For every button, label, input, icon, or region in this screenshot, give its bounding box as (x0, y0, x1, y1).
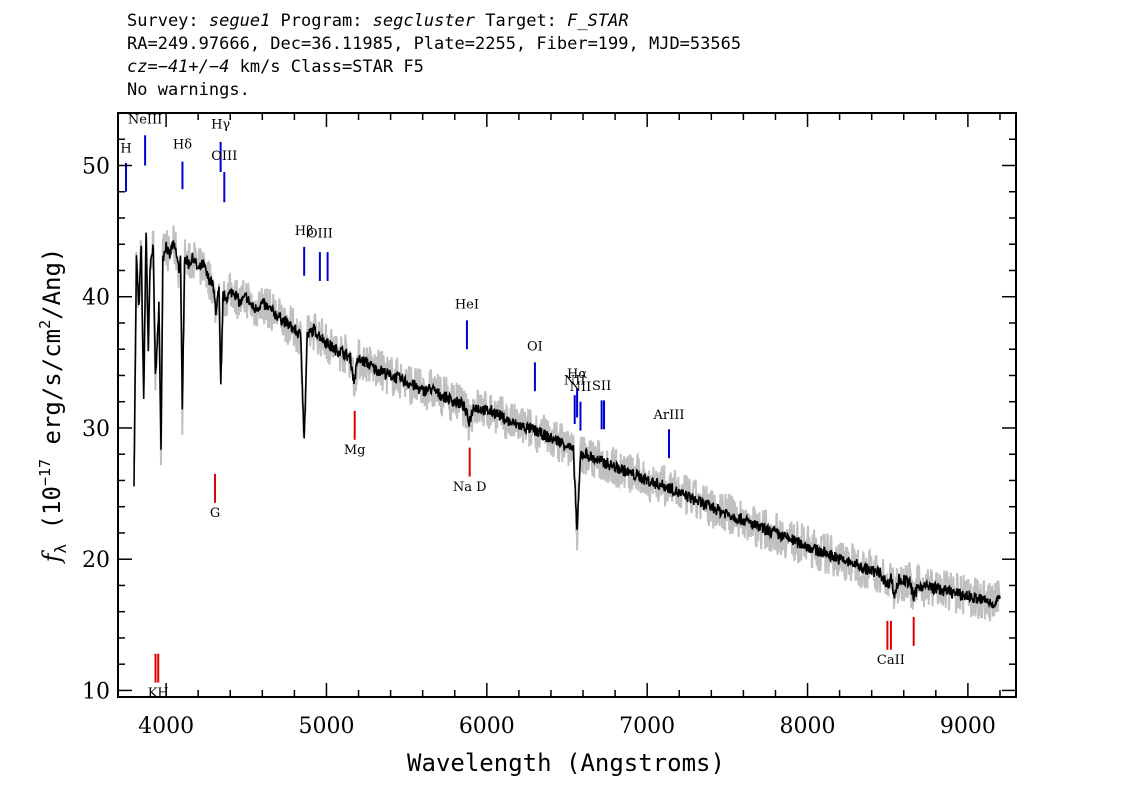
program-value: segcluster (372, 11, 476, 31)
spectrum-header: Survey: segue1 Program: segcluster Targe… (127, 10, 1027, 102)
y-axis-title-pre: (10 (38, 486, 66, 544)
y-axis-title-mid: erg/s/cm (38, 329, 66, 459)
y-axis-title-exp2: 2 (36, 320, 54, 329)
spectral-line-label: ArIII (652, 408, 684, 423)
spectral-line-label: Na D (453, 480, 487, 495)
spectral-line-label: OIII (211, 149, 237, 164)
x-tick-label: 4000 (138, 714, 194, 739)
error-band-group (133, 225, 1001, 622)
x-tick-label: 6000 (459, 714, 515, 739)
x-tick-label: 5000 (298, 714, 354, 739)
survey-label: Survey: (127, 11, 209, 31)
spectral-line-label: NII (564, 374, 586, 389)
target-value: F_STAR (567, 11, 629, 31)
spectral-line-label: SII (592, 379, 611, 394)
spectral-line-label: Hβ (295, 224, 314, 239)
program-label: Program: (270, 11, 373, 31)
error-band (133, 225, 1001, 622)
spectral-line-label: Mg (344, 443, 366, 458)
spectral-line-label: Hα (567, 367, 587, 382)
spectral-line-label: CaII (877, 653, 905, 668)
plot-frame-group (117, 112, 1017, 698)
class-value: km/s Class=STAR F5 (229, 57, 424, 77)
y-tick-label: 30 (82, 417, 110, 442)
spectral-line-label: OI (527, 340, 543, 355)
x-tick-label: 9000 (940, 714, 996, 739)
spectral-line-label: NeIII (128, 112, 162, 127)
header-line-warnings: No warnings. (127, 80, 250, 100)
y-axis-title-post: /Ang) (38, 248, 66, 320)
x-tick-label: 8000 (780, 714, 836, 739)
spectral-line-label: H (120, 141, 131, 156)
y-axis-title-exp1: −17 (36, 459, 54, 486)
cz-value: cz=−41+/−4 (127, 57, 230, 77)
header-line-coordinates: RA=249.97666, Dec=36.11985, Plate=2255, … (127, 34, 742, 54)
spectral-line-label: Hδ (173, 137, 192, 152)
spectral-line-label: NII (570, 380, 592, 395)
spectral-line-label: G (210, 506, 220, 521)
target-label: Target: (475, 11, 568, 31)
spectrum-line (133, 232, 1001, 609)
spectral-line-label: OIII (307, 227, 333, 242)
spectral-line-label: HeI (455, 298, 479, 313)
y-tick-label: 40 (82, 286, 110, 311)
x-axis-title: Wavelength (Angstroms) (407, 749, 725, 777)
header-line-survey: Survey: segue1 Program: segcluster Targe… (127, 10, 1027, 33)
y-tick-label: 10 (82, 679, 110, 704)
y-axis-title: fλ (10−17 erg/s/cm2/Ang) (36, 248, 70, 565)
plot-frame (117, 112, 1017, 698)
tick-group: 4000 5000 6000 7000 8000 9000 10 20 30 40 50 (82, 113, 1016, 739)
y-tick-label: 50 (82, 154, 110, 179)
y-tick-label: 20 (82, 548, 110, 573)
y-axis-title-lambda: λ (51, 543, 70, 553)
spectrum-line-group (133, 232, 1001, 609)
spectral-line-label: Hγ (211, 118, 230, 133)
survey-value: segue1 (208, 11, 271, 31)
header-line-redshift: cz=−41+/−4 km/s Class=STAR F5 (127, 56, 1027, 79)
x-tick-label: 7000 (619, 714, 675, 739)
